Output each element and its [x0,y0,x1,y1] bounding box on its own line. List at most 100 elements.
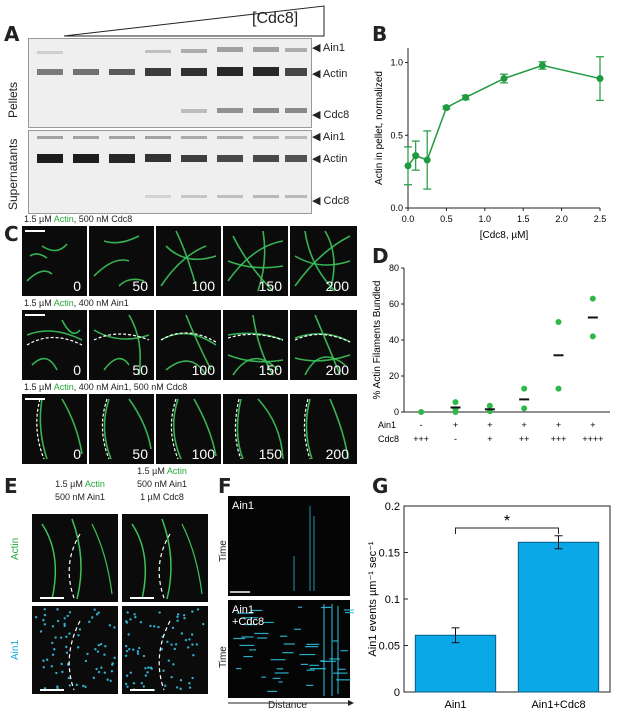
ain1-puncta [124,682,128,686]
timelapse-frame: 0 [22,310,89,380]
ain1-puncta [108,624,112,627]
ain1-puncta [175,686,179,689]
chart-d-cdc8-level: +++ [551,434,567,444]
ain1-puncta [42,618,45,622]
chart-d-data-point [486,402,493,409]
ain1-puncta [68,611,72,614]
chart-b-x-tick-label: 1.0 [479,214,492,224]
actin-filament [294,333,351,343]
ain1-puncta [50,665,54,668]
bundle-trace [93,333,150,341]
ain1-puncta [133,613,136,616]
timelapse-frame: 200 [290,226,355,296]
chart-b-data-point [462,93,470,101]
chart-d-ain1-level: + [487,420,492,430]
ain1-puncta [61,670,64,674]
ain1-puncta [147,666,150,669]
actin-filament [61,319,81,335]
ain1-puncta [42,659,45,662]
frame-time-label: 50 [132,278,148,294]
bundle-trace [36,398,45,460]
ain1-puncta [149,624,152,628]
bundle-trace [68,620,81,691]
frame-filaments [294,314,351,376]
timelapse-frame: 150 [223,310,290,380]
kymograph-bottom [228,600,350,698]
panel-g-chart: 0 0.05 0.1 0.15 0.2 Ain1 events µm⁻¹ sec⁻¹ Ain… [367,501,611,711]
frame-time-label: 0 [73,446,81,462]
ain1-puncta [51,625,55,628]
ain1-puncta [66,614,69,618]
ain1-puncta [97,670,101,674]
chart-b-x-tick-label: 0.5 [440,214,453,224]
ain1-puncta [75,683,78,687]
ain1-puncta [54,636,57,639]
ain1-puncta [140,681,144,685]
ain1-puncta [176,613,180,616]
ain1-puncta [136,650,140,653]
chart-b-data-point [538,61,546,69]
panel-e-col2-condition: 1.5 µM Actin 500 nM Ain1 1 µM Cdc8 [136,466,188,502]
ain1-puncta [190,633,194,636]
ain1-puncta [42,666,45,669]
frame-filaments [93,314,150,376]
actin-filament [26,270,53,282]
ain1-puncta [153,625,156,628]
frame-time-label: 200 [325,278,349,294]
ain1-puncta [111,662,114,665]
ain1-puncta [162,669,165,672]
frame-filaments [26,319,83,371]
frame-time-label: 100 [191,362,215,378]
ain1-puncta [126,611,129,614]
chart-d-y-tick-label: 80 [389,263,399,273]
ain1-puncta [158,611,161,614]
ain1-puncta [94,648,97,651]
ain1-puncta [202,622,205,626]
actin-filament [31,357,58,371]
concentration-wedge [63,5,325,37]
actin-filament [165,360,207,376]
actin-filament [175,230,197,287]
frame-filaments [101,398,152,460]
ain1-puncta [191,676,194,680]
frame-time-label: 200 [325,362,349,378]
ain1-puncta [65,635,68,638]
actin-filament [41,243,68,252]
ain1-puncta [146,671,149,674]
ain1-puncta [142,654,146,658]
frame-filaments [234,398,284,460]
pellets-gel-bands [37,47,307,113]
ain1-puncta [34,615,38,619]
ain1-puncta [82,684,85,688]
panel-f-distance-label: Distance [268,700,307,711]
pellets-gel-image [28,38,312,128]
actin-filament [39,398,48,460]
chart-d-ain1-level: + [590,420,595,430]
micrograph-frame [122,606,208,694]
ain1-puncta [109,679,112,683]
chart-g-significance-star: * [504,513,510,530]
ain1-puncta [77,634,80,637]
timelapse-frame: 100 [156,310,223,380]
actin-filament [329,398,349,460]
chart-d-y-tick-label: 60 [389,299,399,309]
bundle-trace [26,336,83,346]
ain1-puncta [138,646,141,650]
actin-filament [41,523,57,600]
ain1-puncta [60,662,63,666]
panel-f-top-label: Ain1 [232,500,255,512]
frame-time-label: 150 [258,278,282,294]
panel-f-bottom-label: Ain1 +Cdc8 [232,604,265,628]
actin-filament [118,278,145,287]
panel-c-row3-timelapse: 0 50 100 150 200 [22,394,357,464]
chart-g-y-tick-label: 0.2 [385,501,400,513]
panel-g-letter: G [372,474,389,498]
chart-d-ain1-level: - [420,420,423,430]
chart-d-y-tick-label: 0 [394,407,399,417]
ain1-puncta [157,625,160,629]
ain1-puncta [142,685,146,688]
ain1-puncta [183,617,186,620]
cdc8-concentration-label: [Cdc8] [252,10,299,27]
actin-filament [160,245,207,287]
ain1-puncta [51,641,54,645]
